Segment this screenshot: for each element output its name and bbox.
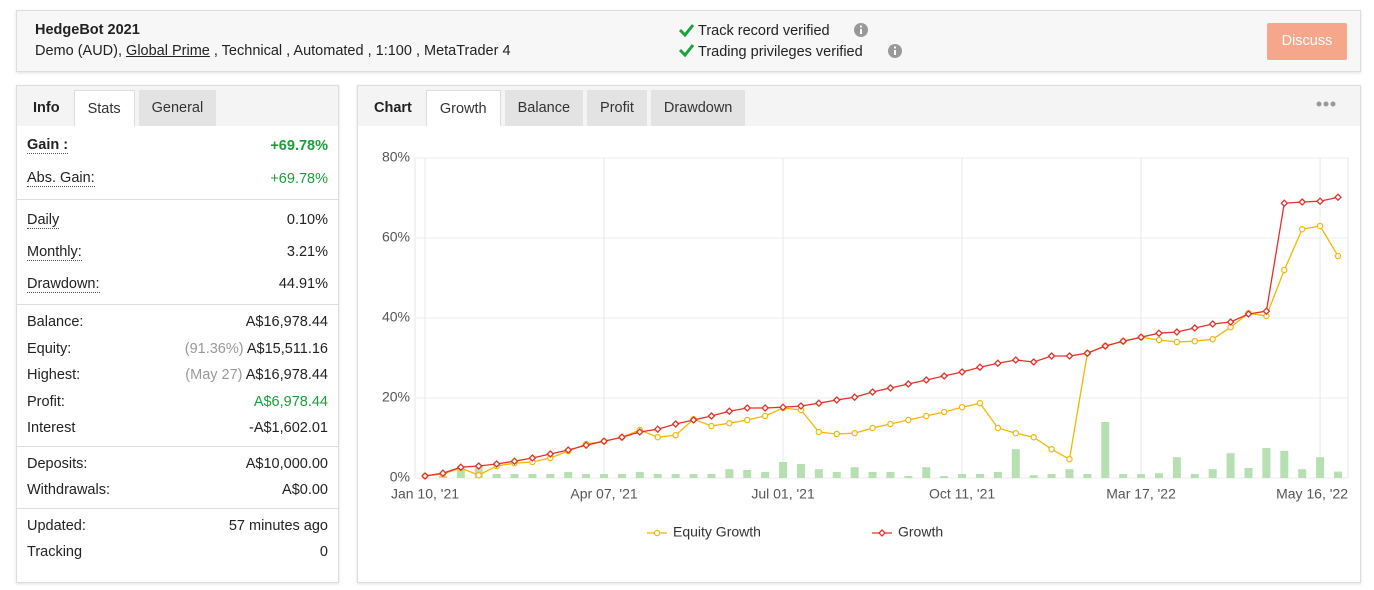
tab[interactable]: General	[138, 90, 217, 126]
stat-value-text: +69.78%	[270, 170, 328, 187]
stat-value: 0.10%	[287, 212, 328, 228]
tab[interactable]: Drawdown	[650, 90, 746, 126]
stat-row: Monthly: 3.21%	[27, 236, 328, 268]
stat-value: +69.78%	[270, 171, 328, 187]
stats-tabs: Info Stats General	[17, 86, 338, 126]
stat-row: Equity: (91.36%) A$15,511.16	[27, 336, 328, 363]
stat-group: Balance: A$16,978.44 Equity: (91.36%) A$15,…	[17, 304, 338, 446]
tab[interactable]: Balance	[504, 90, 584, 126]
stat-label: Drawdown:	[27, 275, 100, 293]
stat-row: Updated: 57 minutes ago	[27, 513, 328, 540]
stat-value: +69.78%	[270, 138, 328, 154]
tab[interactable]: Growth	[425, 90, 501, 126]
stat-value: A$6,978.44	[254, 394, 328, 410]
stat-label: Deposits:	[27, 455, 88, 472]
discuss-button[interactable]: Discuss	[1267, 23, 1347, 60]
stat-value: (91.36%) A$15,511.16	[185, 341, 328, 357]
stat-row: Deposits: A$10,000.00	[27, 451, 328, 478]
stat-label: Daily	[27, 211, 60, 229]
chart-panel: Chart Growth Balance Profit Drawdown	[357, 85, 1361, 583]
stat-value-text: A$16,978.44	[245, 314, 328, 331]
stat-row: Drawdown: 44.91%	[27, 268, 328, 300]
stat-label: Tracking	[27, 544, 83, 561]
stat-value: 57 minutes ago	[229, 518, 328, 534]
stat-value-text: A$10,000.00	[245, 455, 328, 472]
panel-label: Chart	[374, 100, 412, 116]
detail: , Technical , Automated , 1:100 , MetaTr…	[213, 43, 511, 59]
stat-label: Interest	[27, 420, 76, 437]
verification: Trading privileges verified	[698, 44, 863, 60]
stat-group: Gain : +69.78% Abs. Gain: +69.78%	[17, 125, 338, 199]
tab[interactable]: Info	[33, 100, 60, 116]
stat-value-text: A$6,978.44	[253, 393, 328, 410]
stat-value-text: 44.91%	[278, 276, 328, 292]
stat-group: Updated: 57 minutes ago Tracking 0	[17, 507, 338, 570]
stat-label: Gain :	[27, 137, 69, 154]
stat-value-text: 57 minutes ago	[228, 517, 328, 534]
stat-note: (91.36%)	[184, 340, 244, 357]
chart-tabs: Chart Growth Balance Profit Drawdown	[358, 86, 1360, 126]
stat-label: Monthly:	[27, 243, 82, 261]
stat-row: Interest -A$1,602.01	[27, 415, 328, 442]
stat-label: Balance:	[27, 314, 84, 331]
check-icon	[678, 24, 695, 38]
stat-value-text: -A$1,602.01	[248, 420, 328, 437]
details: Demo (AUD), Global Prime , Technical , A…	[35, 43, 511, 59]
stat-value: 3.21%	[287, 244, 328, 260]
stat-label: Withdrawals:	[27, 482, 110, 499]
stat-label: Equity:	[27, 340, 72, 357]
stat-note: (May 27)	[185, 367, 243, 384]
stat-row: Abs. Gain: +69.78%	[27, 162, 328, 195]
stat-label: Profit:	[27, 393, 65, 410]
stat-group: Daily 0.10% Monthly: 3.21% Drawdown: 44.91%	[17, 199, 338, 304]
stat-row: Highest: (May 27) A$16,978.44	[27, 362, 328, 389]
menu-icon[interactable]	[1313, 96, 1343, 112]
stat-value: A$0.00	[282, 482, 328, 498]
tab[interactable]: Stats	[73, 90, 135, 126]
header: HedgeBot 2021 Demo (AUD), Global Prime ,…	[16, 10, 1361, 72]
stats-panel: Info Stats General Gain : +69.78% Abs. Gain:…	[16, 85, 339, 583]
tab[interactable]: Profit	[587, 90, 647, 126]
stats-body: Gain : +69.78% Abs. Gain: +69.78% Daily 0.10%…	[17, 125, 338, 570]
verifications: Track record verified Trading privileges…	[678, 23, 902, 60]
detail: Demo (AUD),	[35, 43, 123, 59]
stat-value: (May 27) A$16,978.44	[185, 367, 328, 383]
stat-row: Tracking 0	[27, 539, 328, 566]
stat-value-text: 3.21%	[286, 244, 328, 260]
check-icon	[678, 44, 695, 58]
stat-value: 44.91%	[279, 276, 328, 292]
stat-group: Deposits: A$10,000.00 Withdrawals: A$0.00	[17, 445, 338, 508]
stat-row: Balance: A$16,978.44	[27, 309, 328, 336]
stat-value: 0	[320, 544, 328, 560]
stat-value-text: 0	[319, 544, 328, 561]
stat-row: Withdrawals: A$0.00	[27, 477, 328, 504]
stat-value: A$16,978.44	[246, 314, 328, 330]
title: HedgeBot 2021	[35, 22, 140, 38]
stat-label: Updated:	[27, 517, 86, 534]
stat-value: -A$1,602.01	[249, 420, 328, 436]
broker-link[interactable]: Global Prime	[126, 43, 210, 59]
stat-label: Highest:	[27, 367, 81, 384]
stat-value-text: 0.10%	[286, 212, 328, 228]
stat-value-text: A$15,511.16	[246, 340, 328, 357]
stat-row: Profit: A$6,978.44	[27, 389, 328, 416]
verification: Track record verified	[698, 23, 830, 39]
stat-row: Gain : +69.78%	[27, 129, 328, 162]
stat-label: Abs. Gain:	[27, 170, 95, 187]
stat-value-text: A$0.00	[282, 482, 328, 499]
stat-value: A$10,000.00	[246, 456, 328, 472]
stat-row: Daily 0.10%	[27, 204, 328, 236]
stat-value-text: +69.78%	[270, 137, 328, 154]
stat-value-text: A$16,978.44	[245, 367, 328, 384]
